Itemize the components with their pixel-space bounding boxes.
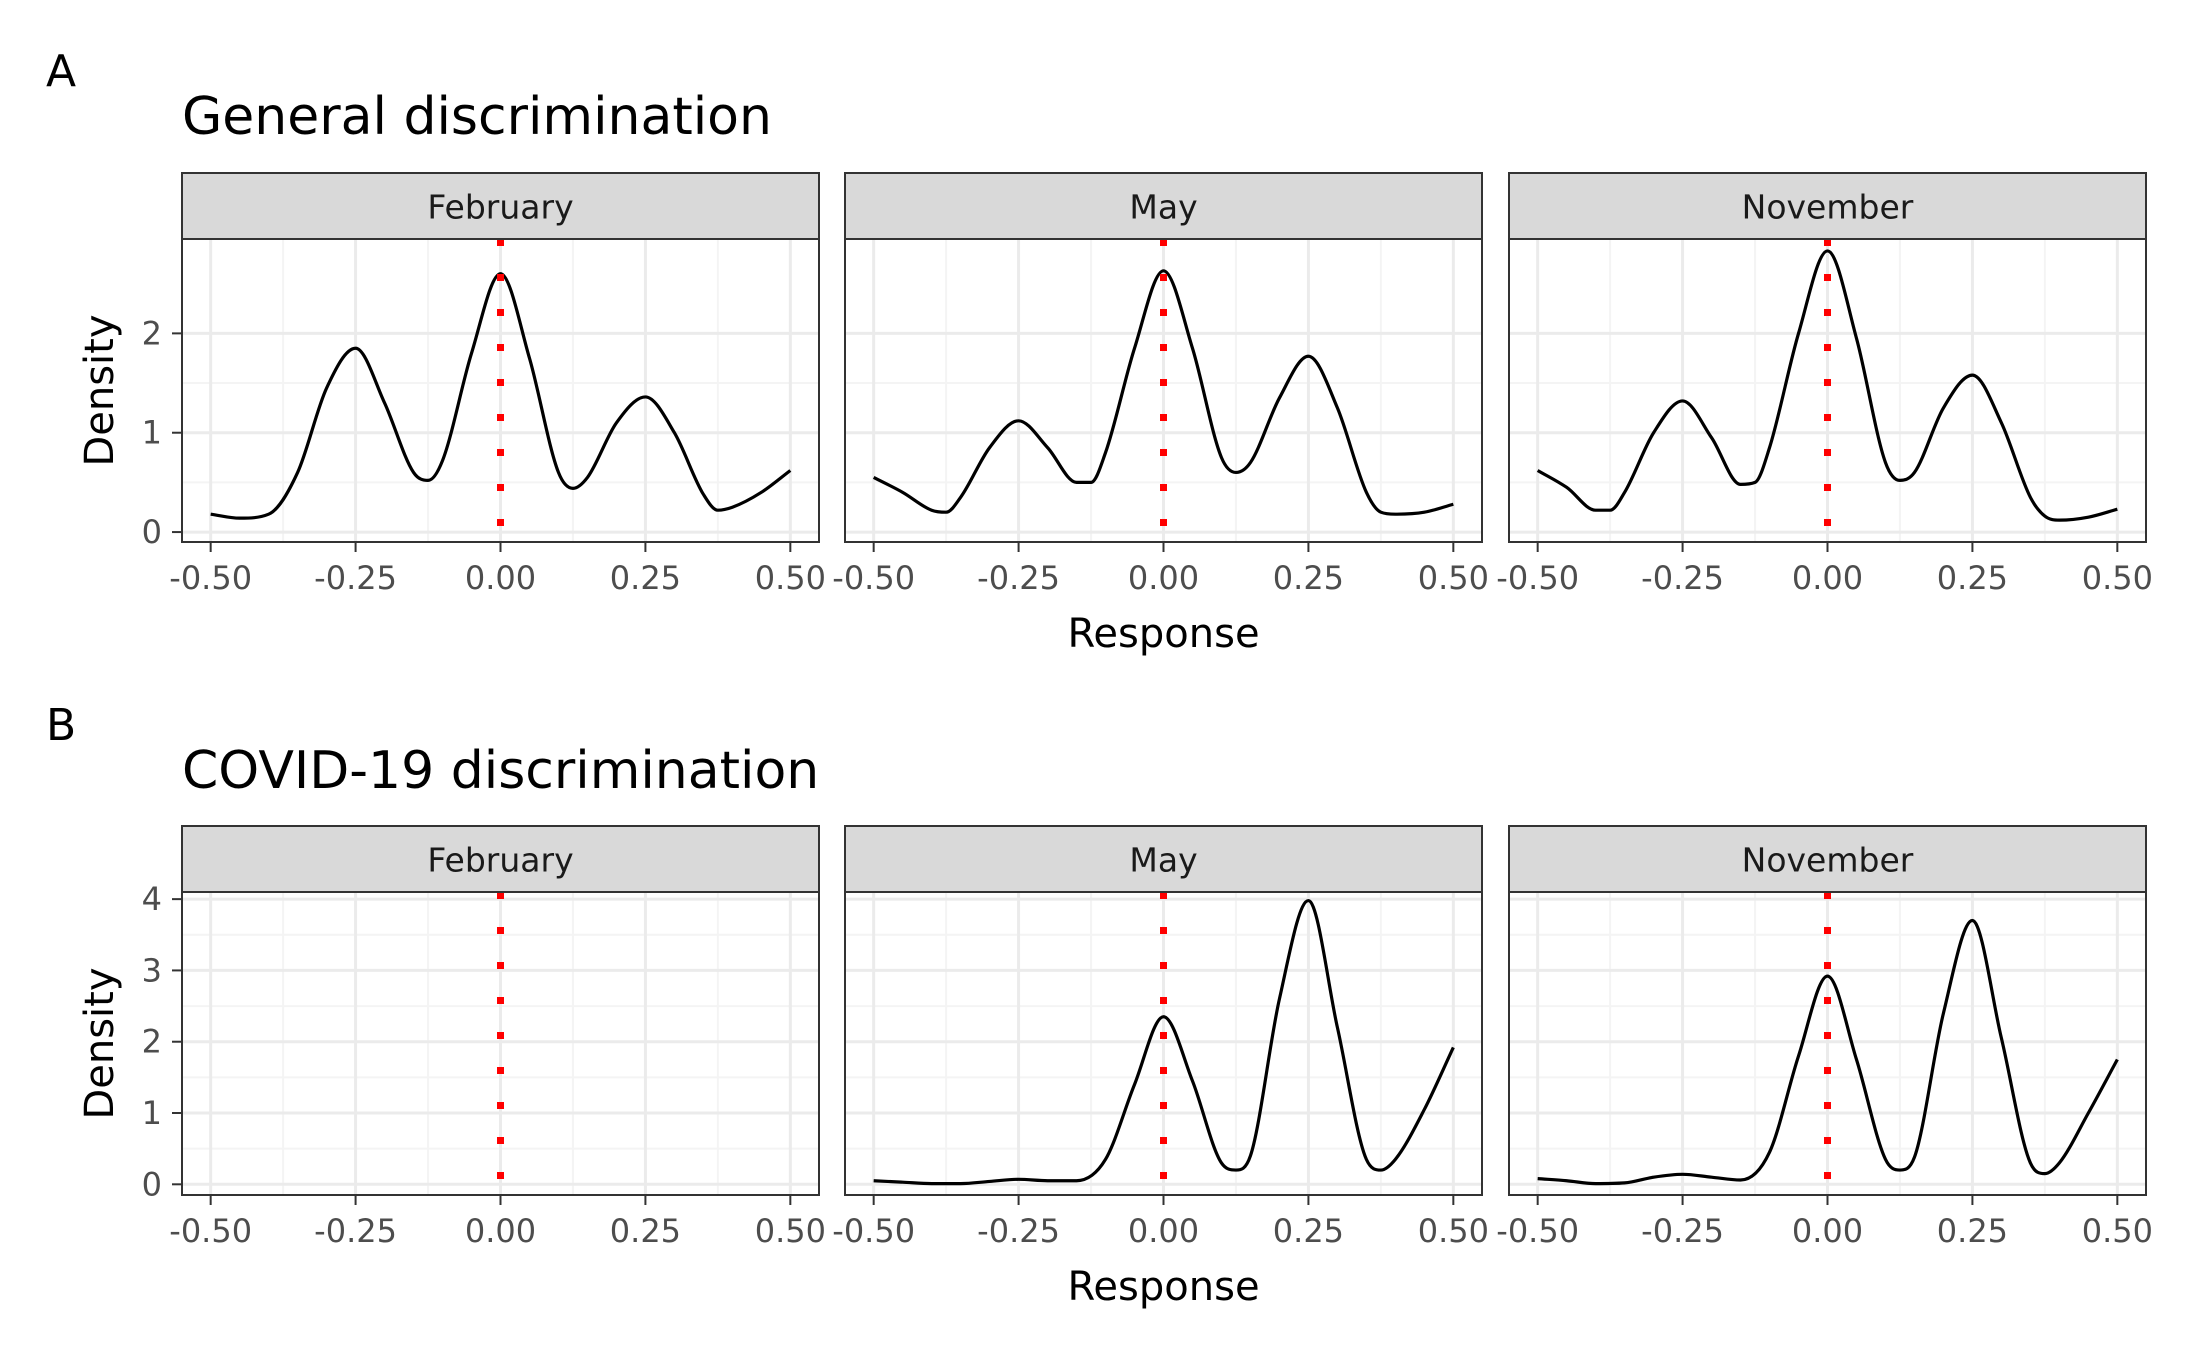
x-tick-label: 0.00 [1792,559,1863,597]
x-tick-label: -0.50 [1496,1212,1579,1250]
y-tick-label: 0 [142,1165,162,1203]
x-tick-label: 0.25 [1273,1212,1344,1250]
density-curve [1537,918,2119,1186]
y-tick-label: 2 [142,1023,162,1061]
x-axis-title: Response [1067,611,1259,657]
x-tick-label: -0.50 [169,559,252,597]
panel-a-tag: A [46,46,76,97]
x-tick-label: 0.25 [1937,1212,2008,1250]
x-tick-label: 0.50 [755,1212,826,1250]
facet-february: February -0.50 -0.25 0.00 0.25 0.50 [169,825,826,1250]
facet-strip-label: May [1129,188,1197,227]
facet-strip [1508,172,2147,240]
x-tick-label: 0.50 [755,559,826,597]
y-tick-label: 2 [142,314,162,352]
x-tick-label: -0.50 [832,1212,915,1250]
facet-strip [844,172,1483,240]
x-tick-label: 0.25 [610,559,681,597]
x-tick-label: 0.50 [1418,1212,1489,1250]
x-tick-label: 0.25 [610,1212,681,1250]
chart-general-discrimination: Density 0 1 2 February -0.50 -0.25 0.00 0.25 0.50… [77,172,2153,657]
facet-november: November -0.50 -0.25 0.00 0.25 0.50 [1496,825,2153,1250]
facet-strip-label: February [427,188,573,227]
x-tick-label: -0.25 [977,559,1060,597]
y-tick-label: 3 [142,951,162,989]
facet-strip-label: November [1742,841,1914,880]
facet-november: November -0.50 -0.25 0.00 0.25 0.50 [1496,172,2153,597]
density-curve [210,272,792,520]
x-tick-label: 0.25 [1273,559,1344,597]
facet-strip [181,172,820,240]
facet-strip [844,825,1483,893]
x-tick-label: -0.50 [1496,559,1579,597]
y-tick-label: 4 [142,880,162,918]
facet-strip-label: February [427,841,573,880]
x-tick-label: -0.25 [1641,1212,1724,1250]
y-axis-title: Density [77,967,123,1119]
y-tick-label: 1 [142,1094,162,1132]
y-axis-title: Density [77,314,123,466]
density-curve [873,898,1455,1186]
density-curve [872,269,1454,516]
panel-b-tag: B [46,700,76,751]
x-tick-label: 0.50 [2082,1212,2153,1250]
x-tick-label: 0.00 [465,559,536,597]
x-tick-label: -0.25 [1641,559,1724,597]
x-tick-label: -0.50 [832,559,915,597]
x-tick-label: -0.25 [314,1212,397,1250]
x-tick-label: -0.50 [169,1212,252,1250]
facet-february: February -0.50 -0.25 0.00 0.25 0.50 [169,172,826,597]
density-curve [1536,249,2118,522]
facet-strip [1508,825,2147,893]
facet-strip-label: November [1742,188,1914,227]
chart-covid-discrimination: Density 0 1 2 3 4 February -0.50 -0.25 0.00 0.25 0.… [77,825,2153,1310]
x-tick-label: 0.00 [1792,1212,1863,1250]
y-tick-label: 1 [142,414,162,452]
panel-a-title: General discrimination [182,87,772,147]
x-tick-label: 0.00 [465,1212,536,1250]
y-tick-label: 0 [142,513,162,551]
x-tick-label: 0.00 [1128,1212,1199,1250]
facet-may: May -0.50 -0.25 0.00 0.25 0.50 [832,825,1489,1250]
x-tick-label: 0.00 [1128,559,1199,597]
x-axis-title: Response [1067,1264,1259,1310]
x-tick-label: 0.50 [2082,559,2153,597]
facet-strip-label: May [1129,841,1197,880]
facet-may: May -0.50 -0.25 0.00 0.25 0.50 [832,172,1489,597]
x-tick-label: -0.25 [977,1212,1060,1250]
x-tick-label: -0.25 [314,559,397,597]
panel-b-title: COVID-19 discrimination [182,741,819,801]
x-tick-label: 0.25 [1937,559,2008,597]
x-tick-label: 0.50 [1418,559,1489,597]
